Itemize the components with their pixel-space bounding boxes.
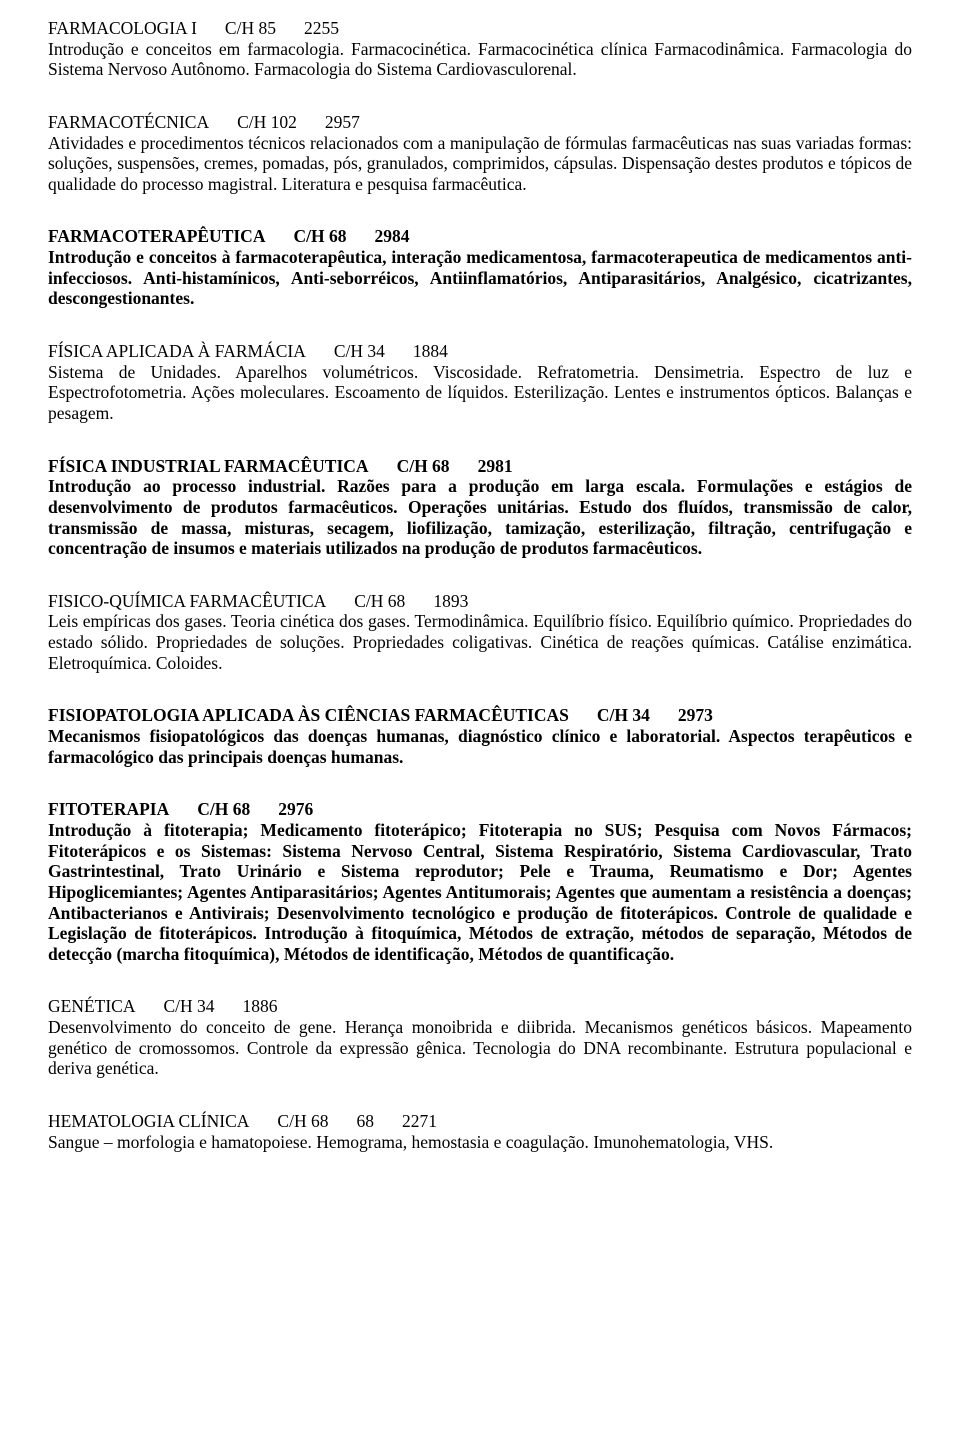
course-heading: FISIOPATOLOGIA APLICADA ÀS CIÊNCIAS FARM…	[48, 705, 912, 726]
course-title: FÍSICA APLICADA À FARMÁCIA	[48, 341, 306, 361]
course-title: FISICO-QUÍMICA FARMACÊUTICA	[48, 591, 326, 611]
course-description: Introdução e conceitos à farmacoterapêut…	[48, 247, 912, 309]
course-title: FARMACOTÉCNICA	[48, 112, 209, 132]
course-entry: FÍSICA APLICADA À FARMÁCIA C/H 34 1884Sist…	[48, 341, 912, 424]
course-code: 2973	[678, 705, 713, 725]
course-description: Introdução à fitoterapia; Medicamento fi…	[48, 820, 912, 964]
course-title: HEMATOLOGIA CLÍNICA	[48, 1111, 249, 1131]
course-description: Introdução ao processo industrial. Razõe…	[48, 476, 912, 559]
course-hours: C/H 68	[397, 456, 450, 476]
course-hours: C/H 68	[354, 591, 405, 611]
course-heading: FÍSICA INDUSTRIAL FARMACÊUTICA C/H 68 2981	[48, 456, 912, 477]
course-title: GENÉTICA	[48, 996, 135, 1016]
course-code: 1884	[413, 341, 448, 361]
course-title: FÍSICA INDUSTRIAL FARMACÊUTICA	[48, 456, 369, 476]
course-hours: C/H 68	[293, 226, 346, 246]
course-heading: HEMATOLOGIA CLÍNICA C/H 68 68 2271	[48, 1111, 912, 1132]
course-entry: FARMACOTERAPÊUTICA C/H 68 2984Introdução e…	[48, 226, 912, 309]
course-description: Atividades e procedimentos técnicos rela…	[48, 133, 912, 195]
course-title: FITOTERAPIA	[48, 799, 169, 819]
course-code: 1886	[243, 996, 278, 1016]
course-description: Desenvolvimento do conceito de gene. Her…	[48, 1017, 912, 1079]
course-title: FISIOPATOLOGIA APLICADA ÀS CIÊNCIAS FARM…	[48, 705, 569, 725]
course-entry: GENÉTICA C/H 34 1886Desenvolvimento do con…	[48, 996, 912, 1079]
course-code: 2957	[325, 112, 360, 132]
course-description: Introdução e conceitos em farmacologia. …	[48, 39, 912, 80]
course-entry: FISICO-QUÍMICA FARMACÊUTICA C/H 68 1893Lei…	[48, 591, 912, 674]
course-code: 2981	[478, 456, 513, 476]
course-heading: FARMACOLOGIA I C/H 85 2255	[48, 18, 912, 39]
course-description: Sangue – morfologia e hamatopoiese. Hemo…	[48, 1132, 912, 1153]
course-hours: C/H 34	[163, 996, 214, 1016]
course-hours: C/H 68	[197, 799, 250, 819]
course-code: 1893	[433, 591, 468, 611]
course-hours: C/H 34	[597, 705, 650, 725]
course-entry: FARMACOTÉCNICA C/H 102 2957Atividades e pr…	[48, 112, 912, 195]
course-description: Sistema de Unidades. Aparelhos volumétri…	[48, 362, 912, 424]
course-heading: FARMACOTÉCNICA C/H 102 2957	[48, 112, 912, 133]
course-code: 2255	[304, 18, 339, 38]
course-title: FARMACOTERAPÊUTICA	[48, 226, 265, 246]
course-entry: FÍSICA INDUSTRIAL FARMACÊUTICA C/H 68 2981…	[48, 456, 912, 559]
course-heading: FARMACOTERAPÊUTICA C/H 68 2984	[48, 226, 912, 247]
course-entry: FARMACOLOGIA I C/H 85 2255Introdução e con…	[48, 18, 912, 80]
course-entry: HEMATOLOGIA CLÍNICA C/H 68 68 2271Sangue – …	[48, 1111, 912, 1152]
course-hours: C/H 68	[277, 1111, 328, 1131]
course-hours: C/H 85	[225, 18, 276, 38]
course-title: FARMACOLOGIA I	[48, 18, 197, 38]
course-heading: GENÉTICA C/H 34 1886	[48, 996, 912, 1017]
course-hours: C/H 102	[237, 112, 297, 132]
course-description: Leis empíricas dos gases. Teoria cinétic…	[48, 611, 912, 673]
course-hours: C/H 34	[334, 341, 385, 361]
course-code: 2984	[374, 226, 409, 246]
course-heading: FITOTERAPIA C/H 68 2976	[48, 799, 912, 820]
course-heading: FÍSICA APLICADA À FARMÁCIA C/H 34 1884	[48, 341, 912, 362]
course-code: 2976	[278, 799, 313, 819]
course-entry: FISIOPATOLOGIA APLICADA ÀS CIÊNCIAS FARM…	[48, 705, 912, 767]
course-heading: FISICO-QUÍMICA FARMACÊUTICA C/H 68 1893	[48, 591, 912, 612]
course-code: 2271	[402, 1111, 437, 1131]
course-extra: 68	[356, 1111, 374, 1131]
course-description: Mecanismos fisiopatológicos das doenças …	[48, 726, 912, 767]
course-entry: FITOTERAPIA C/H 68 2976Introdução à fitote…	[48, 799, 912, 964]
document-body: FARMACOLOGIA IC/H 852255Introdução e con…	[48, 18, 912, 1152]
